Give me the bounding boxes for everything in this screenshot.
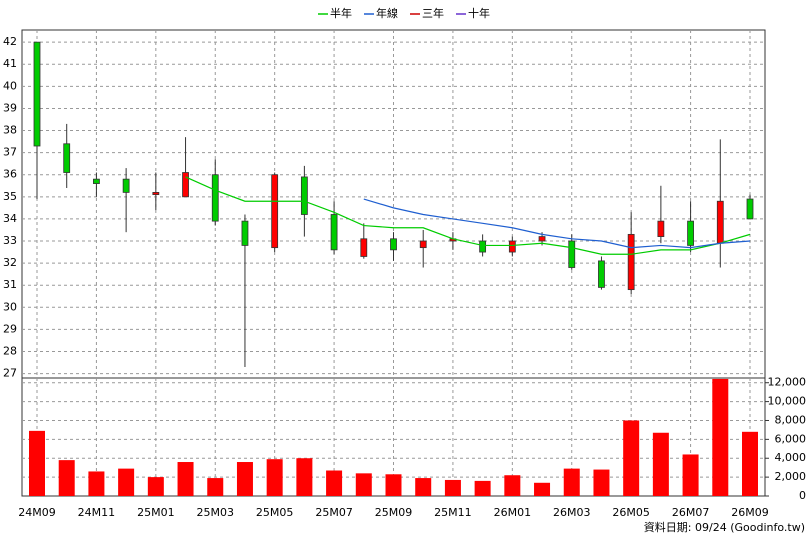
candle-body (93, 178, 100, 184)
volume-bar (355, 473, 372, 496)
candle-body (330, 214, 338, 251)
footer-note: 資料日期: 09/24 (Goodinfo.tw) (644, 520, 805, 534)
candle-body (746, 198, 754, 220)
y2-tick-label: 0 (799, 489, 806, 502)
ma-line (363, 198, 751, 249)
ma-line (185, 176, 751, 255)
candle-body (360, 238, 368, 257)
volume-bar (504, 475, 521, 496)
x-tick-label: 24M09 (18, 506, 56, 519)
y2-tick-label: 6,000 (775, 432, 807, 445)
legend-label: 十年 (468, 6, 490, 20)
y2-tick-label: 12,000 (768, 376, 807, 389)
y-tick-label: 35 (3, 190, 17, 203)
x-tick-label: 26M01 (494, 506, 532, 519)
y-tick-label: 31 (3, 278, 17, 291)
y-tick-label: 29 (3, 322, 17, 335)
y2-tick-label: 2,000 (775, 470, 807, 483)
candle-body (627, 233, 635, 291)
volume-bar (623, 420, 640, 496)
candle-body (568, 240, 576, 268)
y-tick-label: 33 (3, 234, 17, 247)
candle-body (241, 220, 249, 246)
volume-bar (296, 458, 313, 496)
y2-tick-label: 10,000 (768, 395, 807, 408)
candle-body (152, 191, 160, 196)
volume-bar (207, 478, 224, 496)
volume-bar (682, 454, 699, 496)
candle-body (657, 220, 665, 237)
candle-body (271, 174, 279, 249)
y-tick-label: 42 (3, 35, 17, 48)
volume-bar (177, 462, 194, 496)
x-tick-label: 25M03 (197, 506, 235, 519)
y2-tick-label: 8,000 (775, 413, 807, 426)
y-tick-label: 32 (3, 256, 17, 269)
x-tick-label: 26M03 (553, 506, 591, 519)
y-tick-label: 37 (3, 146, 17, 159)
volume-bar (474, 480, 491, 496)
x-tick-label: 26M09 (731, 506, 769, 519)
candle-body (598, 260, 605, 288)
x-tick-label: 25M11 (434, 506, 472, 519)
y-tick-label: 38 (3, 124, 17, 137)
volume-bar (147, 477, 164, 496)
volume-bar (415, 478, 432, 496)
candle-body (300, 176, 308, 215)
volume-bar (118, 468, 135, 496)
x-tick-label: 25M09 (375, 506, 413, 519)
volume-bar (534, 482, 551, 496)
volume-bar (712, 378, 729, 496)
x-tick-label: 24M11 (78, 506, 116, 519)
volume-bar (652, 432, 669, 496)
candle-body (33, 41, 41, 147)
volume-bar (266, 459, 283, 496)
y-tick-label: 27 (3, 367, 17, 380)
candle-body (716, 200, 724, 244)
candle-body (122, 178, 130, 193)
candle-body (538, 236, 546, 242)
candle-body (182, 172, 189, 198)
legend-label: 半年 (330, 6, 352, 20)
y-tick-label: 34 (3, 212, 17, 225)
legend-label: 年線 (376, 6, 398, 20)
x-tick-label: 25M05 (256, 506, 294, 519)
volume-bar (29, 430, 45, 496)
y-tick-label: 40 (3, 79, 17, 92)
candle-body (419, 240, 427, 249)
y-tick-label: 39 (3, 101, 17, 114)
x-tick-label: 26M07 (672, 506, 710, 519)
volume-bar (563, 468, 580, 496)
y-tick-label: 36 (3, 168, 17, 181)
candle-body (211, 174, 219, 222)
volume-bar (385, 474, 402, 496)
volume-bar (444, 479, 461, 496)
volume-bar (88, 471, 105, 496)
volume-bar (236, 462, 253, 496)
y2-tick-label: 4,000 (775, 451, 807, 464)
candle-body (687, 220, 694, 246)
volume-bar (326, 470, 343, 496)
volume-bar (742, 431, 758, 496)
candle-body (390, 238, 397, 251)
y-tick-label: 41 (3, 57, 17, 70)
y-tick-label: 28 (3, 344, 17, 357)
candle-body (63, 143, 71, 173)
legend-label: 三年 (422, 6, 444, 20)
x-tick-label: 25M07 (315, 506, 353, 519)
x-tick-label: 26M05 (612, 506, 650, 519)
volume-bar (593, 469, 610, 496)
y-tick-label: 30 (3, 300, 17, 313)
volume-bar (58, 460, 75, 496)
candle-body (508, 240, 516, 253)
candle-body (479, 240, 487, 253)
x-tick-label: 25M01 (137, 506, 175, 519)
